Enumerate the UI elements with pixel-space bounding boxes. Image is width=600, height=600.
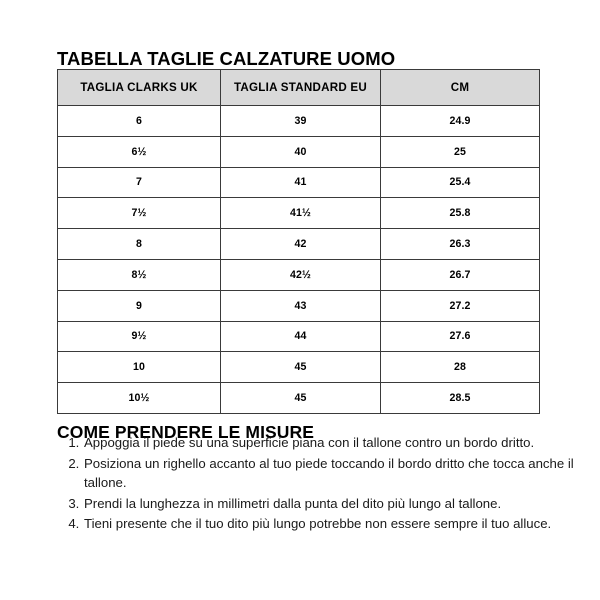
cell-cm: 27.2 — [380, 289, 540, 322]
table-header: TAGLIA CLARKS UK TAGLIA STANDARD EU CM — [57, 69, 540, 106]
cell-cm: 25 — [380, 135, 540, 168]
cell-eu-size: 43 — [220, 289, 381, 322]
cell-cm: 25.8 — [380, 197, 540, 230]
cell-eu-size: 41 — [220, 166, 381, 199]
table-row: 10 45 28 — [57, 351, 540, 384]
cell-uk-size: 6 — [57, 105, 221, 137]
cell-cm: 27.6 — [380, 320, 540, 353]
cell-eu-size: 45 — [220, 351, 381, 384]
cell-uk-size: 8½ — [57, 258, 221, 291]
cell-eu-size: 45 — [220, 382, 381, 414]
table-row: 7½ 41½ 25.8 — [57, 197, 540, 230]
cell-uk-size: 10 — [57, 351, 221, 384]
cell-cm: 28.5 — [380, 382, 540, 414]
cell-uk-size: 9 — [57, 289, 221, 322]
cell-cm: 26.7 — [380, 258, 540, 291]
list-item: Tieni presente che il tuo dito più lungo… — [83, 514, 575, 534]
size-chart-table: TAGLIA CLARKS UK TAGLIA STANDARD EU CM 6… — [57, 69, 540, 414]
table-header-row: TAGLIA CLARKS UK TAGLIA STANDARD EU CM — [57, 69, 540, 106]
table-body: 6 39 24.9 6½ 40 25 7 41 25.4 7½ 41½ — [57, 105, 540, 414]
section-title-how-to-measure: COME PRENDERE LE MISURE — [57, 421, 315, 442]
size-table-container: TAGLIA CLARKS UK TAGLIA STANDARD EU CM 6… — [57, 69, 540, 414]
page-title: TABELLA TAGLIE CALZATURE UOMO — [57, 48, 396, 70]
cell-eu-size: 44 — [220, 320, 381, 353]
cell-cm: 24.9 — [380, 105, 540, 137]
table-row: 6 39 24.9 — [57, 105, 540, 137]
cell-eu-size: 42½ — [220, 258, 381, 291]
measurement-steps-list: Appoggia il piede su una superficie pian… — [57, 433, 575, 535]
list-item: Posiziona un righello accanto al tuo pie… — [83, 454, 575, 493]
cell-eu-size: 40 — [220, 135, 381, 168]
column-header-taglia-clarks-uk: TAGLIA CLARKS UK — [57, 69, 221, 106]
cell-uk-size: 6½ — [57, 135, 221, 168]
cell-cm: 25.4 — [380, 166, 540, 199]
cell-eu-size: 41½ — [220, 197, 381, 230]
cell-cm: 28 — [380, 351, 540, 384]
table-row: 9½ 44 27.6 — [57, 320, 540, 353]
cell-uk-size: 7½ — [57, 197, 221, 230]
cell-uk-size: 8 — [57, 228, 221, 260]
cell-uk-size: 10½ — [57, 382, 221, 414]
column-header-taglia-standard-eu: TAGLIA STANDARD EU — [220, 69, 381, 106]
cell-uk-size: 9½ — [57, 320, 221, 353]
table-row: 7 41 25.4 — [57, 166, 540, 199]
table-row: 6½ 40 25 — [57, 135, 540, 168]
cell-uk-size: 7 — [57, 166, 221, 199]
column-header-cm: CM — [380, 69, 540, 106]
cell-eu-size: 42 — [220, 228, 381, 260]
cell-cm: 26.3 — [380, 228, 540, 260]
cell-eu-size: 39 — [220, 105, 381, 137]
table-row: 8 42 26.3 — [57, 228, 540, 260]
list-item: Appoggia il piede su una superficie pian… — [83, 433, 575, 453]
table-row: 9 43 27.2 — [57, 289, 540, 322]
table-row: 10½ 45 28.5 — [57, 382, 540, 414]
list-item: Prendi la lunghezza in millimetri dalla … — [83, 494, 575, 514]
table-row: 8½ 42½ 26.7 — [57, 258, 540, 291]
